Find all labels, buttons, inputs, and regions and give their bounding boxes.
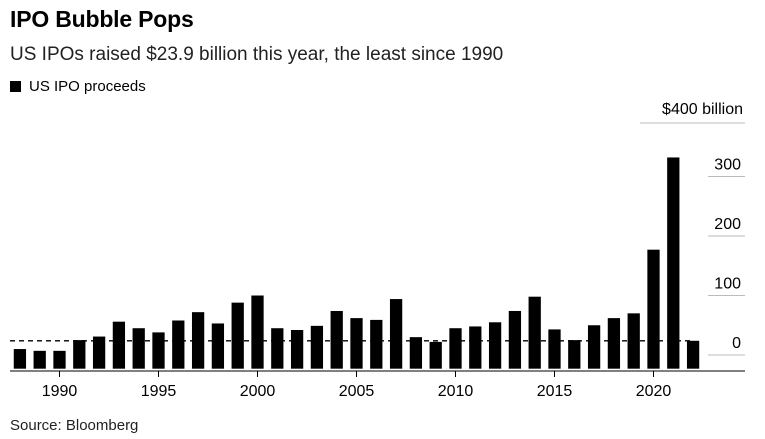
bar [508,310,522,369]
bar [488,322,502,369]
bar [271,328,284,369]
bar [92,336,106,369]
bar [568,340,581,369]
bar [330,310,343,369]
legend-label: US IPO proceeds [29,78,146,95]
x-tick-label: 2000 [240,383,276,400]
bar [607,318,621,369]
y-tick-label: $400 billion [662,101,743,118]
chart-title: IPO Bubble Pops [10,6,194,32]
legend: US IPO proceeds [10,78,146,95]
bar [231,302,244,369]
y-tick-label: 100 [714,276,741,293]
bar [310,325,324,369]
x-tick-label: 2020 [636,383,672,400]
x-tick-label: 2010 [438,383,474,400]
x-tick-label: 2015 [537,383,573,400]
bar [548,329,561,369]
legend-swatch [10,81,21,92]
bar [251,295,264,369]
bar [528,296,541,369]
bar [429,341,442,369]
x-tick-label: 1995 [141,383,177,400]
y-tick-label: 200 [714,216,741,233]
y-tick-label: 0 [732,335,741,352]
bar [73,340,86,369]
x-tick-label: 1990 [42,383,78,400]
bar [172,320,185,369]
bar [686,340,700,369]
bar [152,332,165,369]
bar [33,350,46,369]
bar [370,319,383,369]
bar [647,249,660,369]
bar [667,157,680,369]
bar [132,328,145,369]
x-tick-label: 2005 [339,383,375,400]
bar [13,349,27,369]
bar [449,328,462,369]
bar [290,330,304,369]
bar [389,299,403,369]
bar [350,318,363,369]
bar [112,321,126,369]
bar [191,312,205,369]
bar [587,325,601,369]
chart-subtitle: US IPOs raised $23.9 billion this year, … [10,44,504,65]
bar [409,337,423,369]
source-note: Source: Bloomberg [10,417,139,434]
bar [53,350,66,369]
y-tick-label: 300 [714,157,741,174]
bar [469,326,482,369]
bar [211,323,225,369]
